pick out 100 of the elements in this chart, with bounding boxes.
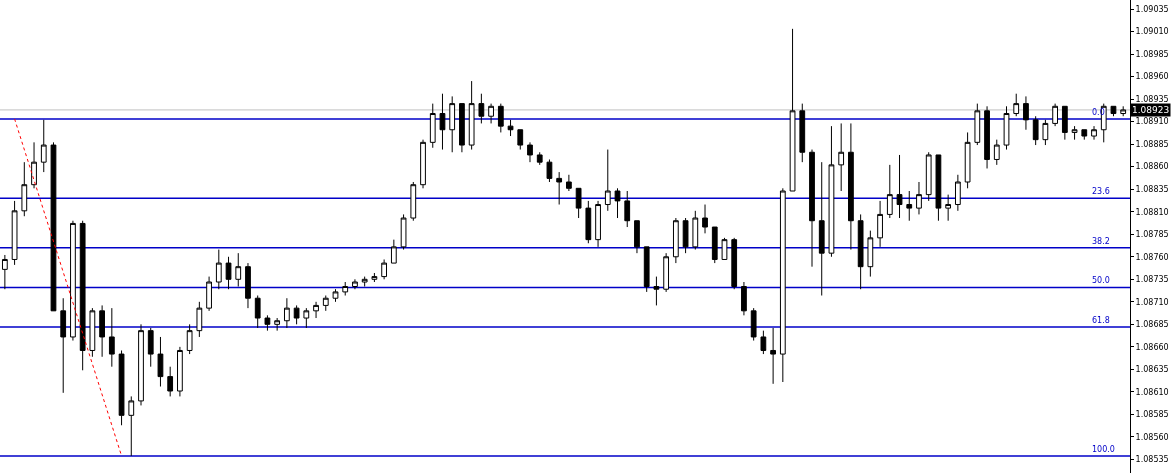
candlestick (1110, 105, 1117, 117)
candlestick (614, 187, 621, 219)
y-tick-label: 1.08560 (1135, 432, 1169, 442)
candlestick (342, 281, 349, 297)
candlestick (935, 154, 942, 222)
candlestick (1061, 105, 1068, 141)
candlestick (750, 307, 757, 342)
candlestick (663, 252, 670, 293)
candlestick (1120, 105, 1127, 117)
candlestick (264, 314, 271, 332)
candlestick (993, 139, 1000, 166)
y-tick-label: 1.08610 (1135, 387, 1169, 397)
candlestick (984, 105, 990, 169)
candlestick (1052, 103, 1058, 127)
candlestick (196, 301, 203, 338)
candlestick (867, 230, 874, 278)
candlestick (848, 122, 854, 251)
candlestick (585, 200, 592, 244)
candlestick (313, 301, 319, 319)
annotation: 38.2 (1092, 237, 1110, 246)
candlestick (478, 93, 485, 124)
candlestick (468, 80, 475, 151)
candlestick (293, 304, 300, 325)
candlestick (420, 139, 426, 189)
candlestick (283, 297, 290, 329)
candlestick (556, 171, 563, 206)
candlestick (828, 125, 835, 258)
candlestick (779, 187, 786, 383)
candlestick (429, 103, 436, 149)
candlestick (235, 252, 242, 287)
candlestick (799, 103, 806, 163)
candlestick (1032, 115, 1039, 146)
candlestick (731, 237, 738, 290)
candlestick (536, 151, 543, 166)
candlestick (809, 149, 815, 268)
candlestick (21, 161, 28, 217)
candlestick (11, 200, 18, 266)
candlestick (974, 103, 981, 146)
y-tick-label: 1.08685 (1135, 320, 1169, 330)
candlestick (507, 119, 514, 137)
candlestick (741, 281, 747, 316)
y-tick-label: 1.08535 (1135, 455, 1169, 465)
candlestick (89, 307, 96, 358)
candlestick (147, 327, 154, 368)
candlestick (488, 103, 494, 124)
y-tick-label: 1.08835 (1135, 185, 1169, 194)
candlestick (964, 131, 971, 189)
candlestick (575, 187, 582, 219)
y-tick-label: 1.08585 (1135, 410, 1169, 420)
candlestick (1091, 125, 1097, 141)
candlestick (546, 158, 553, 183)
y-tick-label: 1.08810 (1135, 207, 1169, 217)
candlestick (225, 256, 232, 290)
candlestick (954, 174, 961, 212)
candlestick (322, 295, 329, 312)
annotation: 23.6 (1092, 187, 1110, 196)
candlestick (254, 295, 261, 329)
y-tick-label: 1.08735 (1135, 275, 1169, 285)
candlestick (449, 95, 456, 153)
candlestick (128, 395, 135, 457)
candlestick (167, 366, 174, 397)
candlestick (789, 28, 796, 192)
candlestick (672, 217, 679, 264)
candlestick (595, 200, 601, 248)
candlestick (186, 323, 193, 355)
candlestick (818, 161, 825, 297)
candlestick (60, 297, 67, 394)
candlestick (157, 336, 164, 388)
y-tick-label: 1.08785 (1135, 230, 1169, 240)
candlestick (371, 272, 378, 283)
candlestick (886, 164, 893, 219)
candlestick (653, 276, 660, 306)
candlestick (1013, 93, 1020, 117)
y-tick-label: 1.08885 (1135, 139, 1169, 149)
candlestick (702, 204, 708, 234)
candlestick (634, 220, 640, 254)
y-tick-label: 1.08860 (1135, 162, 1169, 172)
candlestick (682, 217, 689, 254)
annotation: 50.0 (1092, 276, 1110, 285)
candlestick (439, 93, 446, 151)
candlestick (118, 349, 125, 426)
candlestick (138, 323, 144, 406)
candlestick (108, 307, 115, 368)
candlestick (332, 288, 339, 303)
y-tick-label: 1.08935 (1135, 94, 1169, 104)
candlestick (877, 200, 883, 248)
y-tick-label: 1.08985 (1135, 49, 1169, 59)
candlestick (50, 141, 57, 312)
y-tick-label: 1.08910 (1135, 117, 1169, 127)
candlestick (206, 276, 212, 312)
y-tick-label: 1.08710 (1135, 297, 1169, 307)
candlestick (381, 258, 387, 280)
candlestick (31, 141, 37, 189)
candlestick (40, 119, 47, 173)
ref-line-label: 1.08923 (1132, 105, 1170, 115)
y-tick-label: 1.08760 (1135, 252, 1169, 262)
y-tick-label: 1.09010 (1135, 27, 1169, 37)
candlestick (1071, 125, 1078, 141)
candlestick (400, 213, 407, 251)
candlestick (1081, 129, 1088, 141)
